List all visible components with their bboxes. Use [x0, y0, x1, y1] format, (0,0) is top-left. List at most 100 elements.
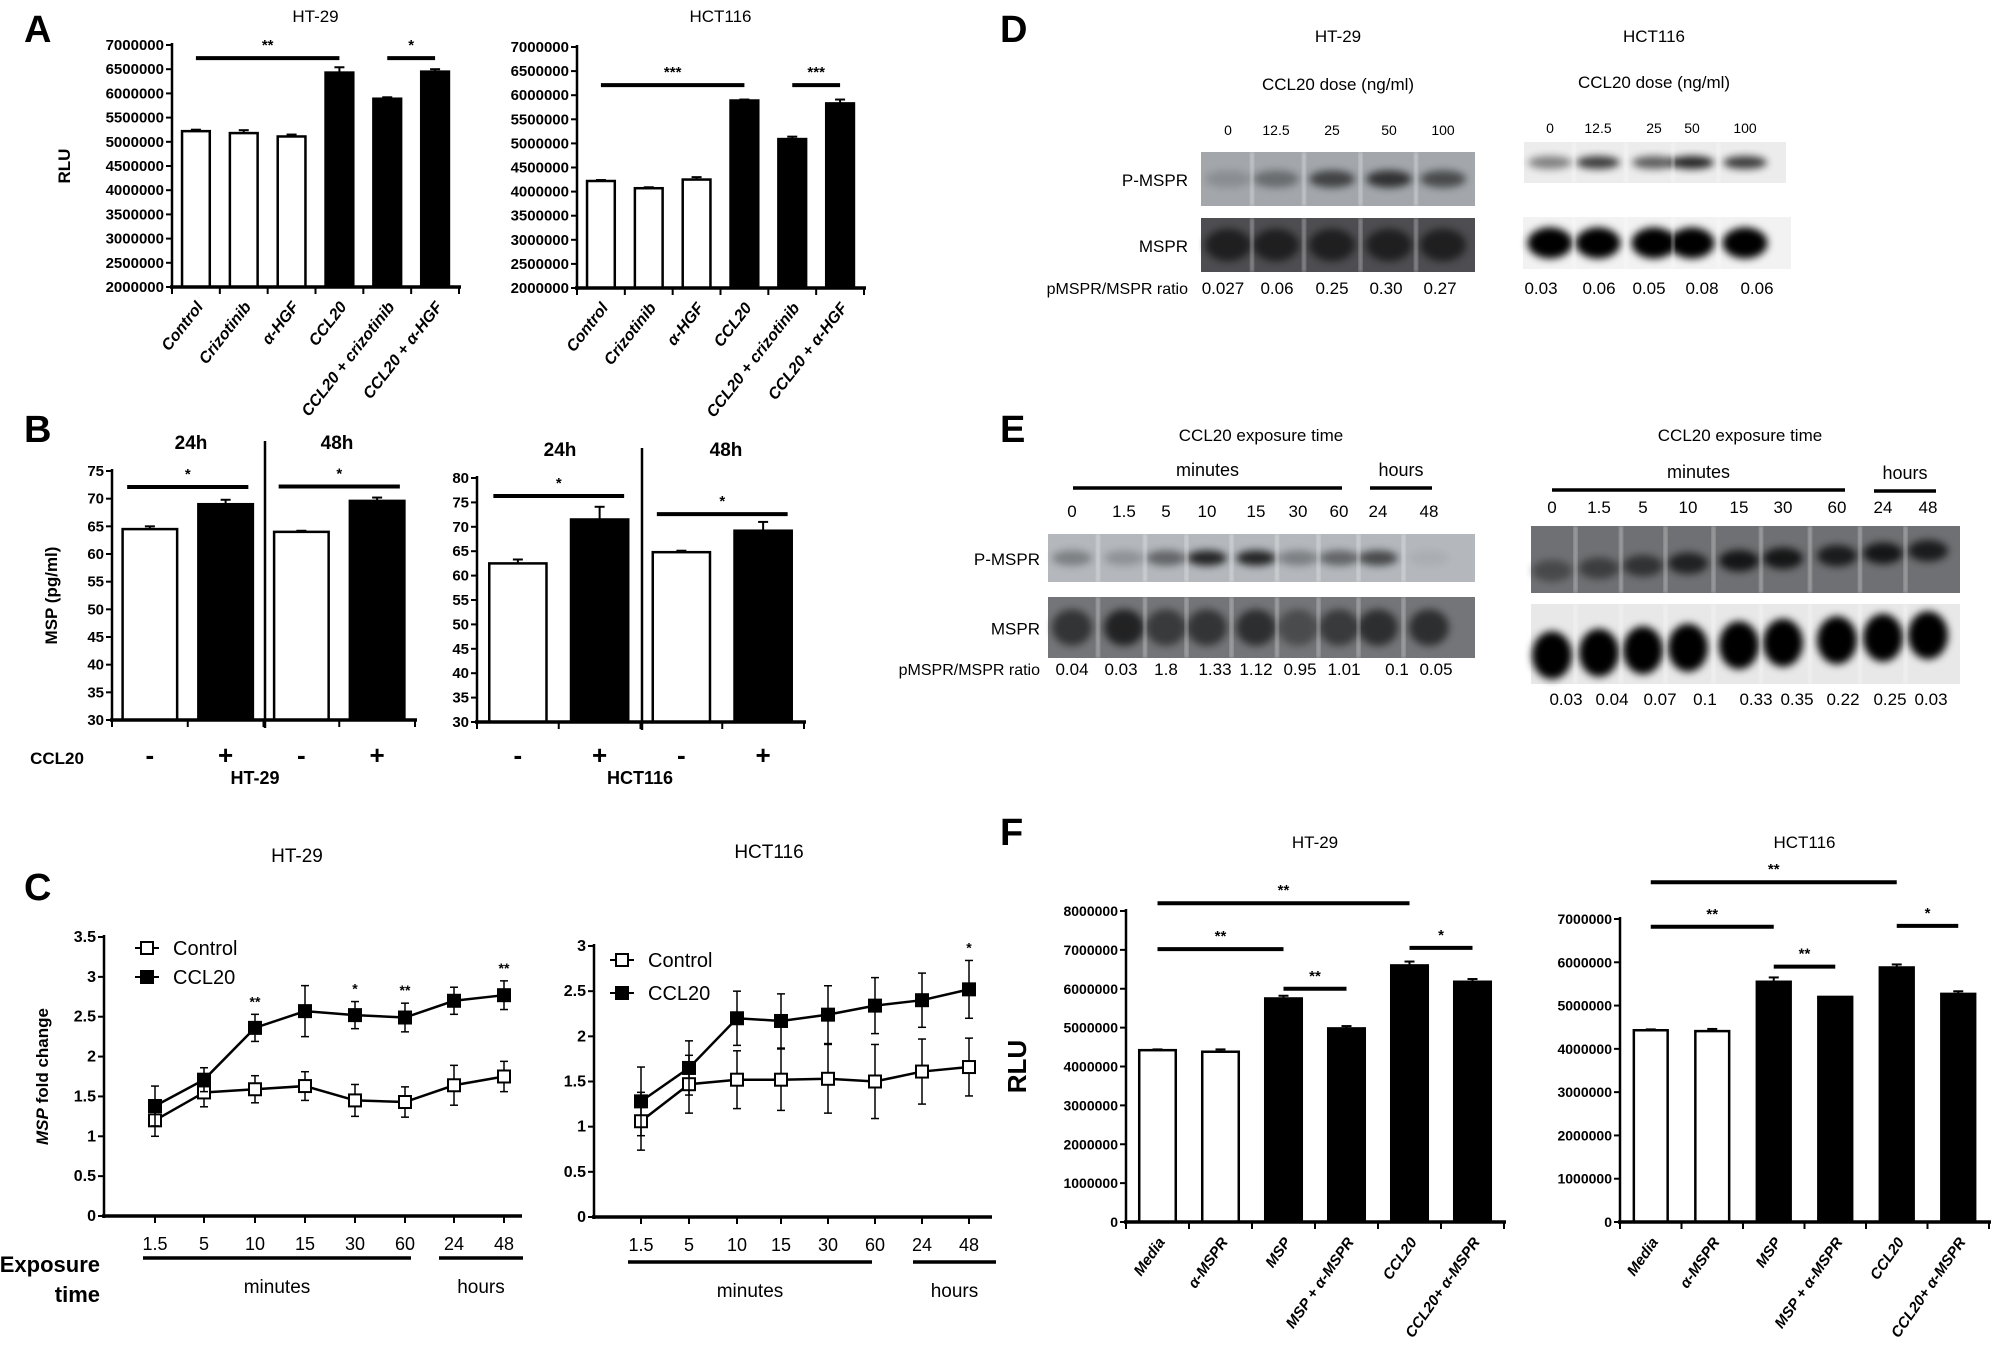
legend-label: CCL20 — [648, 983, 710, 1005]
y-tick-label: 3 — [87, 969, 96, 986]
lane-gap — [1401, 534, 1406, 582]
y-tick-label: 60 — [87, 546, 104, 563]
bar — [197, 502, 255, 722]
y-tick-label: 5500000 — [511, 111, 569, 128]
lane-gap — [1573, 604, 1578, 684]
y-tick-label: 3500000 — [106, 206, 164, 223]
bar — [228, 131, 259, 289]
open-square-marker — [298, 1079, 312, 1094]
protein-band — [1104, 609, 1144, 646]
panel-label-f: F — [1000, 812, 1023, 854]
ratio-value: 0.95 — [1283, 660, 1316, 679]
lane-label: 0 — [1547, 498, 1556, 517]
filled-square-marker — [821, 1007, 835, 1022]
bar — [585, 179, 617, 290]
ratio-value: 1.01 — [1327, 660, 1360, 679]
ratio-value: 0.03 — [1524, 279, 1557, 298]
y-tick-label: 5500000 — [106, 110, 164, 127]
x-tick-label: 10 — [245, 1234, 265, 1254]
bar — [1389, 964, 1430, 1224]
y-tick-label: 4000000 — [1557, 1041, 1612, 1057]
protein-band — [1252, 170, 1300, 188]
row-label-p-mspr: P-MSPR — [974, 550, 1040, 569]
lane-label: 10 — [1198, 502, 1217, 521]
blot-panel-e-0: CCL20 exposure time minutes hours 0 1.5 5 10 15… — [899, 426, 1475, 679]
significance-label: * — [1925, 905, 1931, 922]
x-tick-label: 30 — [818, 1235, 838, 1255]
y-tick-label: 3.5 — [74, 929, 96, 946]
x-tick-label: 60 — [865, 1235, 885, 1255]
cell-line-label: HT-29 — [230, 768, 279, 788]
time-group-label: minutes — [1667, 462, 1730, 482]
lane-gap — [1096, 534, 1100, 582]
bar — [1452, 980, 1493, 1224]
lane-gap — [1711, 526, 1716, 593]
row-label-mspr: MSPR — [1139, 237, 1188, 256]
y-tick-label: 2 — [87, 1049, 96, 1066]
row-label-mspr: MSPR — [991, 620, 1040, 639]
series-line — [640, 1065, 970, 1123]
x-tick-label: MSP + α-MSPR — [1771, 1234, 1846, 1331]
lane-label: 0 — [1224, 122, 1232, 138]
y-tick-label: 2.5 — [564, 983, 586, 1000]
lane-gap — [1229, 534, 1234, 582]
y-tick-label: 2.5 — [74, 1009, 96, 1026]
x-tick-label: 1.5 — [628, 1235, 653, 1255]
y-tick-label: 5000000 — [511, 135, 569, 152]
lane-gap — [1302, 152, 1306, 206]
lane-gap — [1096, 597, 1100, 658]
bar — [633, 186, 664, 290]
lane-label: 0 — [1546, 120, 1554, 136]
protein-band — [1358, 550, 1398, 566]
y-tick-label: 75 — [452, 494, 469, 511]
x-tick-label: CCL20 — [711, 300, 756, 350]
blot-panel-d-0: HT-29 CCL20 dose (ng/ml) 0 12.5 25 50 100 P-MSP… — [1047, 27, 1475, 298]
ratio-value: 1.12 — [1239, 660, 1272, 679]
bar — [733, 529, 793, 724]
y-tick-label: 3000000 — [1063, 1097, 1118, 1113]
protein-band — [1578, 557, 1620, 579]
ratio-value: 0.04 — [1595, 690, 1628, 709]
y-tick-label: 4000000 — [1063, 1059, 1118, 1075]
lane-gap — [1250, 218, 1254, 272]
protein-band — [1146, 609, 1186, 646]
y-tick-label: 55 — [87, 574, 104, 591]
chart-title: HCT116 — [734, 842, 803, 863]
y-tick-label: 45 — [452, 641, 469, 658]
lane-gap — [1184, 597, 1189, 658]
lane-gap — [1358, 152, 1363, 206]
filled-square-marker — [634, 1094, 648, 1109]
bar-chart: 30 35 40 45 50 55 60 65 70 75 80 - + - + * * 24h 48h HCT116 — [452, 440, 806, 788]
y-tick-label: 1000000 — [1063, 1175, 1118, 1191]
bar — [824, 102, 856, 290]
protein-band — [1308, 228, 1356, 262]
ratio-value: 0.04 — [1055, 660, 1088, 679]
protein-band — [1204, 170, 1252, 188]
chart-title: HT-29 — [271, 846, 323, 867]
lane-gap — [1671, 217, 1675, 269]
y-tick-label: 30 — [452, 714, 469, 731]
line-chart: 0 0.5 1 1.5 2 2.5 3 1.5 5 10 15 30 60 24 48 Control CCL2… — [564, 842, 996, 1302]
significance-label: * — [336, 465, 342, 482]
blot-title: HT-29 — [1315, 27, 1361, 46]
significance-label: ** — [1278, 882, 1290, 899]
protein-band — [1722, 227, 1768, 259]
ratio-value: 0.22 — [1826, 690, 1859, 709]
y-tick-label: 6500000 — [511, 63, 569, 80]
significance-label: ** — [1768, 861, 1780, 878]
significance-label: *** — [664, 64, 682, 81]
ratio-label: pMSPR/MSPR ratio — [1047, 281, 1188, 298]
lane-label: 50 — [1684, 120, 1700, 136]
filled-square-marker — [447, 993, 461, 1008]
filled-square-marker — [197, 1072, 211, 1087]
lane-gap — [1401, 597, 1406, 658]
open-square-marker — [962, 1060, 976, 1075]
significance-label: * — [1438, 927, 1444, 944]
bar — [777, 137, 808, 290]
chart-title: HT-29 — [292, 7, 338, 26]
protein-band — [1722, 155, 1768, 170]
series-ccl20 — [148, 980, 511, 1127]
chart-title: HCT116 — [1773, 833, 1835, 852]
protein-band — [1409, 550, 1449, 566]
filled-square-marker — [962, 982, 976, 997]
